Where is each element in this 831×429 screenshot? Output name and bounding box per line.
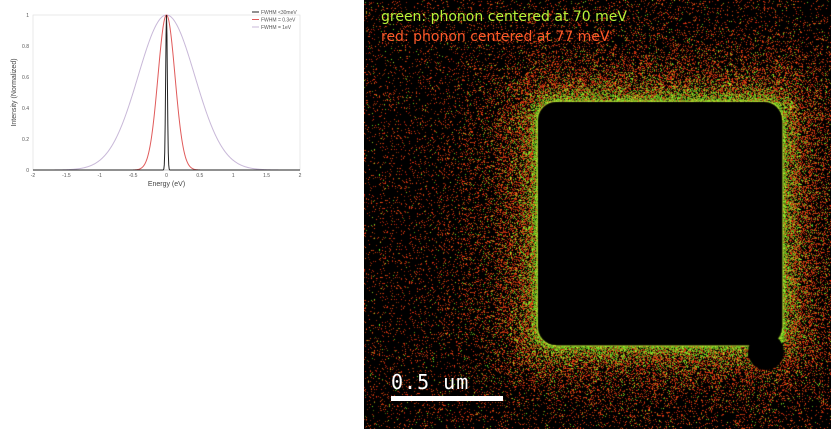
y-tick-label: 0.8: [22, 44, 29, 50]
y-tick-label: 0.4: [22, 106, 29, 112]
x-tick-label: -1: [98, 173, 103, 179]
x-tick-label: 1.5: [263, 173, 270, 179]
y-tick-label: 0.2: [22, 137, 29, 143]
x-tick-label: 2: [299, 173, 302, 179]
x-tick-label: -1.5: [62, 173, 71, 179]
legend-label-2: FWHM = 1eV: [261, 25, 292, 31]
caption-green: green: phonon centered at 70 meV: [381, 9, 627, 25]
scale-bar-label: 0.5 um: [391, 370, 470, 394]
x-tick-label: 1: [232, 173, 235, 179]
x-axis-title: Energy (eV): [148, 181, 185, 188]
phonon-map-panel: green: phonon centered at 70 meV red: ph…: [364, 0, 831, 429]
y-tick-label: 0: [26, 168, 29, 174]
x-tick-label: 0.5: [196, 173, 203, 179]
series-lines: [33, 14, 300, 171]
y-axis-title: Intensity (Normalized): [11, 58, 18, 126]
scale-bar: [391, 396, 503, 401]
x-axis-ticks: -2 -1.5 -1 -0.5 0 0.5 1 1.5 2: [31, 173, 302, 179]
y-tick-label: 0.6: [22, 75, 29, 81]
caption-red: red: phonon centered at 77 meV: [381, 29, 610, 45]
legend-label-0: FWHM <30meV: [261, 10, 297, 16]
x-tick-label: -2: [31, 173, 36, 179]
y-tick-label: 1: [26, 13, 29, 19]
x-tick-label: 0: [165, 173, 168, 179]
x-tick-label: -0.5: [129, 173, 138, 179]
legend-label-1: FWHM = 0.3eV: [261, 17, 296, 23]
y-axis-ticks: 0 0.2 0.4 0.6 0.8 1: [22, 13, 29, 174]
phonon-map-image: [364, 0, 831, 429]
spectrum-chart-panel: -2 -1.5 -1 -0.5 0 0.5 1 1.5 2 0 0.2 0.4 0.6 0.8 1 FWH…: [0, 0, 364, 429]
series-line-0: [33, 14, 300, 171]
spectrum-chart: -2 -1.5 -1 -0.5 0 0.5 1 1.5 2 0 0.2 0.4 0.6 0.8 1 FWH…: [11, 10, 302, 188]
